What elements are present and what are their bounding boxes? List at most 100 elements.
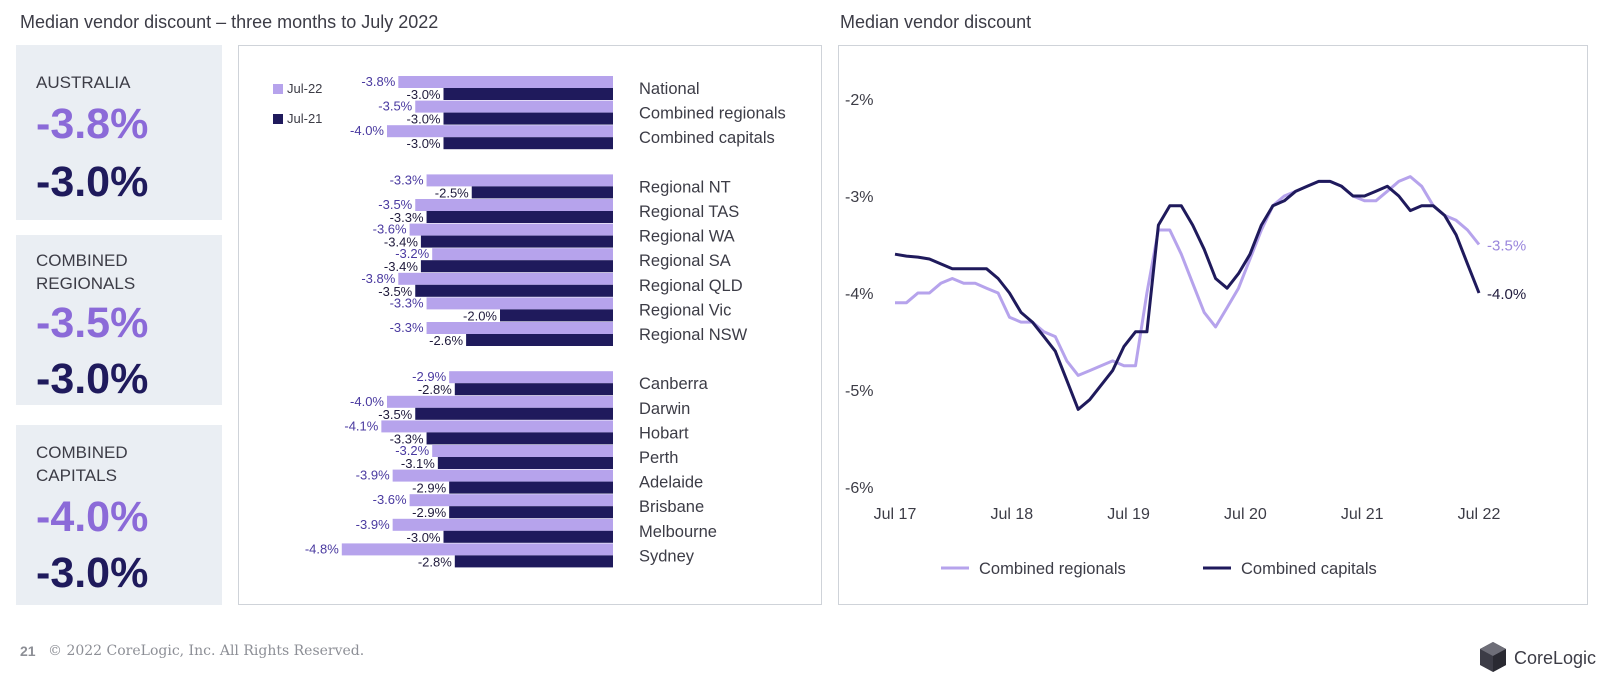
line-chart: -2% -3% -4% -5% -6%Jul 17 Jul 18 Jul 19 Jul 20 J…: [845, 92, 1526, 578]
bar-jul22: [426, 322, 613, 334]
bar-jul21: [471, 186, 613, 199]
data-label-jul21: -3.0%: [407, 136, 441, 151]
y-tick-label: -5%: [845, 383, 873, 400]
bar-jul21: [443, 530, 613, 543]
end-value-label: -4.0%: [1487, 286, 1526, 303]
end-value-label: -3.5%: [1487, 238, 1526, 255]
bar-chart-panel: Jul-22 Jul-21 -3.8% -3.0% National -3.5% -3.0%…: [238, 45, 822, 605]
kpi-label: AUSTRALIA: [36, 73, 131, 92]
bar-jul22: [387, 125, 613, 138]
page-number: 21: [20, 643, 36, 659]
category-label: Sydney: [639, 547, 695, 565]
corelogic-logo: CoreLogic: [1478, 641, 1598, 677]
bar-jul21: [426, 432, 613, 445]
series-line-combined-capitals: [894, 179, 1481, 411]
category-label: Canberra: [639, 375, 709, 393]
data-label-jul21: -2.0%: [463, 308, 497, 323]
bar-jul22: [409, 223, 613, 236]
data-label-jul22: -3.2%: [395, 443, 429, 458]
data-label-jul21: -3.4%: [384, 259, 418, 274]
bar-jul21: [454, 555, 613, 568]
x-tick-label: Jul 17: [874, 506, 917, 523]
data-label-jul22: -3.3%: [390, 320, 424, 335]
legend-swatch-jul22: [273, 84, 283, 94]
bar-jul21: [449, 481, 613, 494]
bar-jul22: [426, 297, 613, 310]
data-label-jul22: -2.9%: [412, 369, 446, 384]
legend-label-regionals: Combined regionals: [979, 560, 1126, 578]
data-label-jul21: -3.0%: [407, 87, 441, 102]
data-label-jul21: -2.8%: [418, 554, 452, 569]
data-label-jul22: -3.6%: [373, 222, 407, 237]
data-label-jul21: -3.3%: [390, 210, 424, 225]
data-label-jul21: -2.9%: [412, 505, 446, 520]
left-chart-title: Median vendor discount – three months to…: [20, 12, 439, 32]
bar-jul21: [443, 88, 613, 100]
x-tick-label: Jul 18: [990, 506, 1033, 523]
bar-jul21: [443, 112, 613, 125]
kpi-card-combined-regionals: COMBINED REGIONALS -3.5% -3.0%: [16, 235, 222, 405]
kpi-label-line2: CAPITALS: [36, 466, 117, 485]
data-label-jul21: -3.0%: [407, 112, 441, 127]
line-legend: Combined regionals Combined capitals: [941, 560, 1377, 578]
corelogic-cube-icon: [1480, 642, 1506, 672]
bar-jul22: [398, 76, 613, 88]
kpi-card-combined-capitals: COMBINED CAPITALS -4.0% -3.0%: [16, 425, 222, 605]
data-label-jul22: -3.9%: [356, 517, 390, 532]
category-label: Brisbane: [639, 498, 704, 516]
bar-jul21: [443, 137, 613, 150]
bar-jul21: [466, 334, 613, 346]
data-label-jul21: -3.5%: [378, 407, 412, 422]
bar-jul21: [426, 211, 613, 223]
category-label: Perth: [639, 449, 678, 467]
category-label: Regional WA: [639, 228, 735, 246]
data-label-jul22: -3.9%: [356, 468, 390, 483]
data-label-jul22: -3.8%: [361, 271, 395, 286]
category-label: Regional Vic: [639, 301, 731, 319]
category-label: Regional QLD: [639, 277, 743, 295]
copyright: © 2022 CoreLogic, Inc. All Rights Reserv…: [48, 643, 365, 659]
category-label: Combined capitals: [639, 129, 775, 147]
bar-jul22: [449, 371, 613, 384]
bar-jul22: [409, 494, 613, 507]
kpi-label: COMBINED: [36, 251, 128, 270]
kpi-value-2022: -3.5%: [36, 299, 149, 347]
data-label-jul21: -2.8%: [418, 382, 452, 397]
bar-legend: Jul-22 Jul-21: [273, 81, 322, 126]
data-label-jul22: -4.0%: [350, 394, 384, 409]
series-line-combined-regionals: [895, 175, 1481, 377]
y-tick-label: -4%: [845, 286, 873, 303]
data-label-jul22: -4.8%: [305, 541, 339, 556]
category-label: Hobart: [639, 424, 689, 442]
data-label-jul22: -3.2%: [395, 246, 429, 261]
line-chart-panel: -2% -3% -4% -5% -6% Jul 17 Jul 18 Jul 19 Jul 20 J…: [838, 45, 1588, 605]
kpi-value-2021: -3.0%: [36, 549, 149, 597]
data-label-jul22: -4.0%: [350, 123, 384, 138]
bar-jul22: [387, 395, 613, 408]
bar-jul21: [500, 309, 613, 322]
bar-jul21: [437, 457, 613, 469]
logo-text: CoreLogic: [1514, 648, 1597, 668]
y-tick-label: -2%: [845, 92, 873, 109]
bar-jul21: [415, 284, 613, 297]
bar-jul21: [449, 506, 613, 519]
bar-jul22: [392, 518, 613, 531]
data-label-jul22: -3.5%: [378, 99, 412, 114]
right-chart-title: Median vendor discount: [840, 12, 1032, 32]
bar-jul21: [420, 260, 613, 273]
y-tick-label: -3%: [845, 189, 873, 206]
x-tick-label: Jul 19: [1107, 506, 1150, 523]
kpi-label-line2: REGIONALS: [36, 274, 136, 293]
category-label: Regional NSW: [639, 326, 748, 344]
bar-jul21: [415, 407, 613, 420]
category-label: Regional NT: [639, 178, 731, 196]
bar-jul22: [341, 543, 613, 556]
kpi-value-2022: -3.8%: [36, 100, 149, 148]
bar-jul22: [398, 272, 613, 285]
legend-swatch-jul21: [273, 114, 283, 124]
legend-label-jul21: Jul-21: [287, 111, 322, 126]
data-label-jul21: -2.5%: [435, 185, 469, 200]
data-label-jul21: -3.0%: [407, 530, 441, 545]
bar-jul22: [381, 420, 613, 433]
